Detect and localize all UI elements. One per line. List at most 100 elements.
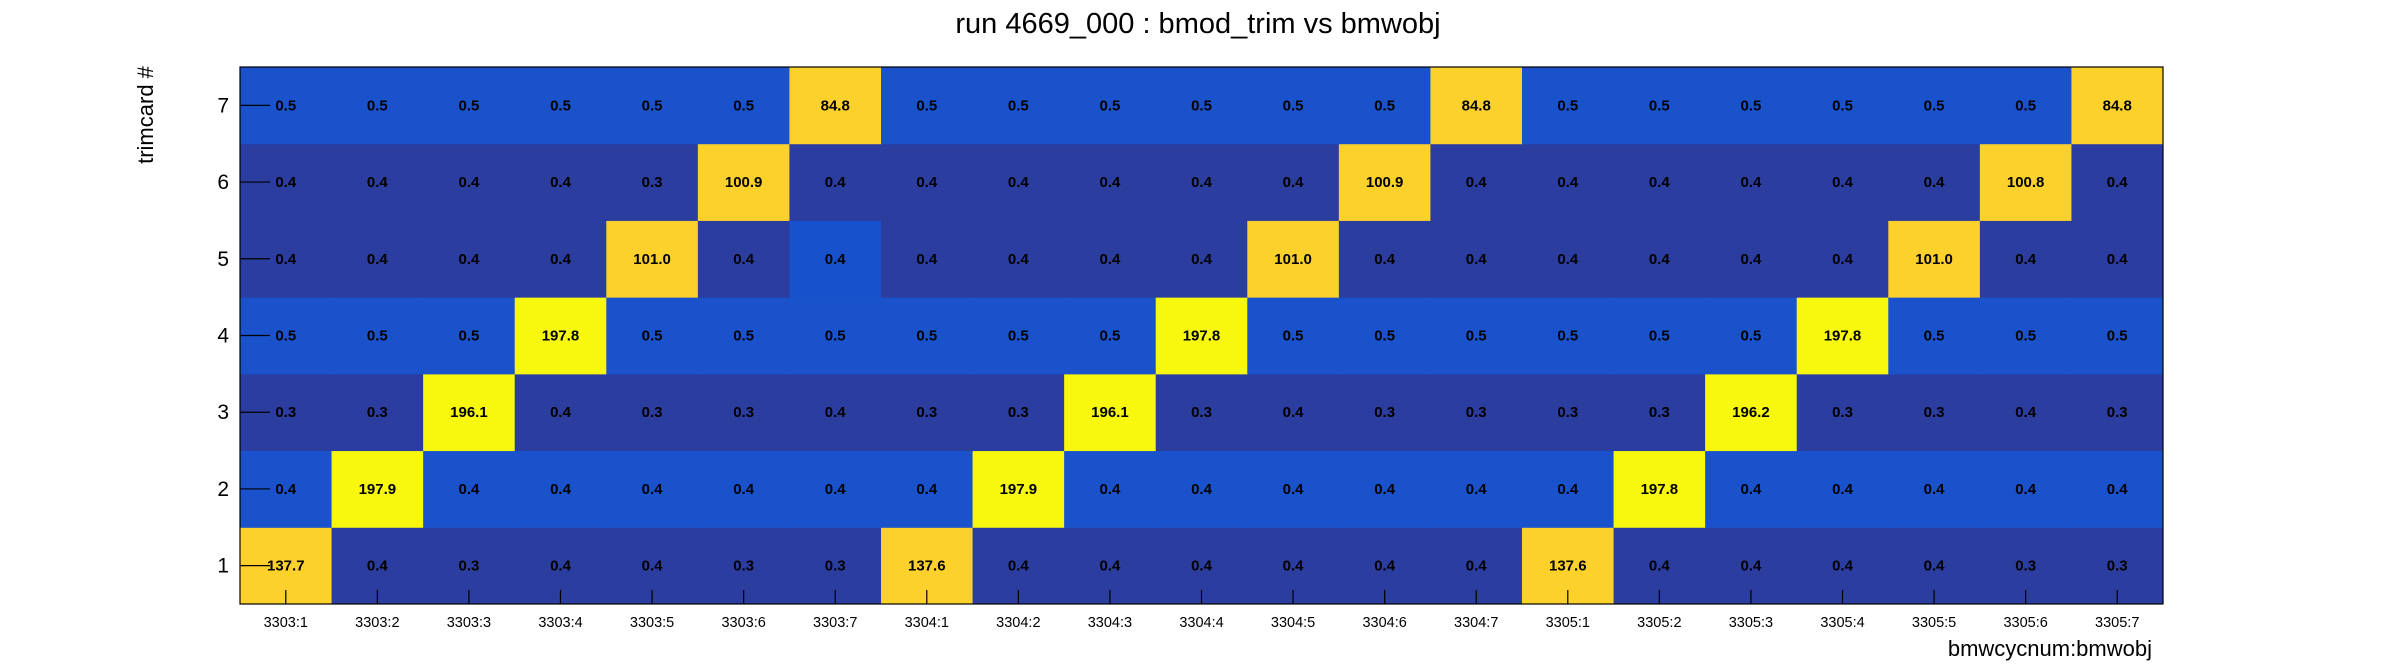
cell-value-label: 0.4: [1557, 481, 1579, 498]
cell-value-label: 0.4: [1374, 558, 1396, 575]
cell-value-label: 0.5: [1740, 97, 1761, 114]
cell-value-label: 100.9: [725, 174, 763, 191]
cell-value-label: 0.3: [916, 404, 937, 421]
heatmap-cell: [789, 143, 882, 221]
cell-value-label: 0.4: [1099, 174, 1121, 191]
heatmap-cell: [1155, 220, 1248, 298]
y-tick-label: 3: [217, 401, 229, 424]
cell-value-label: 0.3: [1557, 404, 1578, 421]
cell-value-label: 0.4: [458, 481, 480, 498]
heatmap-cell: [789, 220, 882, 298]
heatmap-cell: [881, 67, 974, 145]
cell-value-label: 0.5: [733, 97, 754, 114]
cell-value-label: 0.4: [2015, 404, 2037, 421]
cell-value-label: 0.4: [458, 251, 480, 268]
cell-value-label: 0.5: [1008, 328, 1029, 345]
cell-value-label: 0.4: [825, 404, 847, 421]
heatmap-cell: [1613, 373, 1706, 452]
cell-value-label: 0.4: [825, 481, 847, 498]
cell-value-label: 0.5: [825, 328, 846, 345]
cell-value-label: 0.4: [1099, 251, 1121, 268]
cell-value-label: 0.4: [550, 404, 572, 421]
heatmap-cell: [881, 220, 974, 298]
heatmap-cell: [1705, 67, 1798, 145]
cell-value-label: 0.4: [2015, 481, 2037, 498]
heatmap-cell: [1796, 220, 1889, 298]
cell-value-label: 0.5: [1924, 328, 1945, 345]
cell-value-label: 0.4: [367, 558, 389, 575]
cell-value-label: 0.5: [1832, 97, 1853, 114]
x-tick-label: 3303:3: [447, 615, 491, 631]
heatmap-cell: [1064, 143, 1157, 221]
cell-value-label: 0.3: [275, 404, 296, 421]
heatmap-cell: [1888, 373, 1981, 452]
cell-value-label: 0.4: [642, 481, 664, 498]
heatmap-cell: [1430, 67, 1523, 145]
cell-value-label: 0.4: [916, 174, 938, 191]
y-tick-label: 2: [217, 478, 229, 501]
heatmap-cell: [1613, 220, 1706, 298]
heatmap-cell: [331, 143, 424, 221]
x-tick-label: 3305:7: [2095, 615, 2139, 631]
heatmap-cell: [1155, 373, 1248, 452]
cell-value-label: 197.9: [1000, 481, 1038, 498]
heatmap-cell: [606, 143, 699, 221]
cell-value-label: 100.8: [2007, 174, 2045, 191]
heatmap-cell: [1979, 143, 2072, 221]
heatmap-cell: [972, 220, 1065, 298]
x-tick-label: 3305:5: [1912, 615, 1956, 631]
cell-value-label: 0.5: [1099, 97, 1120, 114]
heatmap-cell: [972, 143, 1065, 221]
heatmap-cell: [1796, 373, 1889, 452]
cell-value-label: 0.4: [1924, 481, 1946, 498]
heatmap-cell: [1888, 450, 1981, 528]
cell-value-label: 0.4: [1283, 558, 1305, 575]
cell-value-label: 0.3: [1374, 404, 1395, 421]
heatmap-cell: [1522, 67, 1615, 145]
heatmap-cell: [1247, 143, 1340, 221]
heatmap-cell: [1613, 67, 1706, 145]
cell-value-label: 0.3: [1924, 404, 1945, 421]
heatmap-cell: [789, 450, 882, 528]
x-tick-label: 3304:6: [1362, 615, 1406, 631]
cell-value-label: 197.9: [359, 481, 397, 498]
cell-value-label: 0.4: [1832, 558, 1854, 575]
cell-value-label: 0.4: [1740, 558, 1762, 575]
cell-value-label: 0.4: [1191, 174, 1213, 191]
cell-value-label: 0.4: [1740, 251, 1762, 268]
heatmap-cell: [697, 143, 790, 221]
cell-value-label: 0.4: [1283, 481, 1305, 498]
cell-value-label: 0.3: [733, 404, 754, 421]
cell-value-label: 0.4: [275, 481, 297, 498]
cell-value-label: 0.4: [916, 481, 938, 498]
heatmap-cell: [1705, 297, 1798, 375]
heatmap-cell: [1888, 220, 1981, 298]
cell-value-label: 0.4: [1466, 558, 1488, 575]
heatmap-cell: [514, 450, 607, 528]
heatmap-cell: [972, 67, 1065, 145]
heatmap-cell: [1888, 67, 1981, 145]
y-axis-title: trimcard #: [133, 65, 158, 164]
cell-value-label: 0.5: [642, 328, 663, 345]
heatmap-cell: [423, 143, 516, 221]
cell-value-label: 0.3: [642, 174, 663, 191]
cell-value-label: 0.4: [1008, 251, 1030, 268]
cell-value-label: 0.5: [1374, 328, 1395, 345]
heatmap-cell: [331, 450, 424, 528]
heatmap-cell: [1705, 220, 1798, 298]
cell-value-label: 0.5: [1283, 328, 1304, 345]
x-tick-label: 3304:2: [996, 615, 1040, 631]
heatmap-cell: [1979, 297, 2072, 375]
cell-value-label: 0.5: [1283, 97, 1304, 114]
cell-value-label: 0.5: [1466, 328, 1487, 345]
x-tick-label: 3303:6: [721, 615, 765, 631]
heatmap-cell: [1979, 67, 2072, 145]
heatmap-cell: [514, 67, 607, 145]
heatmap-cell: [1338, 297, 1431, 375]
cell-value-label: 0.4: [458, 174, 480, 191]
heatmap-cell: [1979, 220, 2072, 298]
cell-value-label: 0.4: [1832, 174, 1854, 191]
heatmap-cell: [606, 373, 699, 452]
cell-value-label: 0.4: [550, 481, 572, 498]
